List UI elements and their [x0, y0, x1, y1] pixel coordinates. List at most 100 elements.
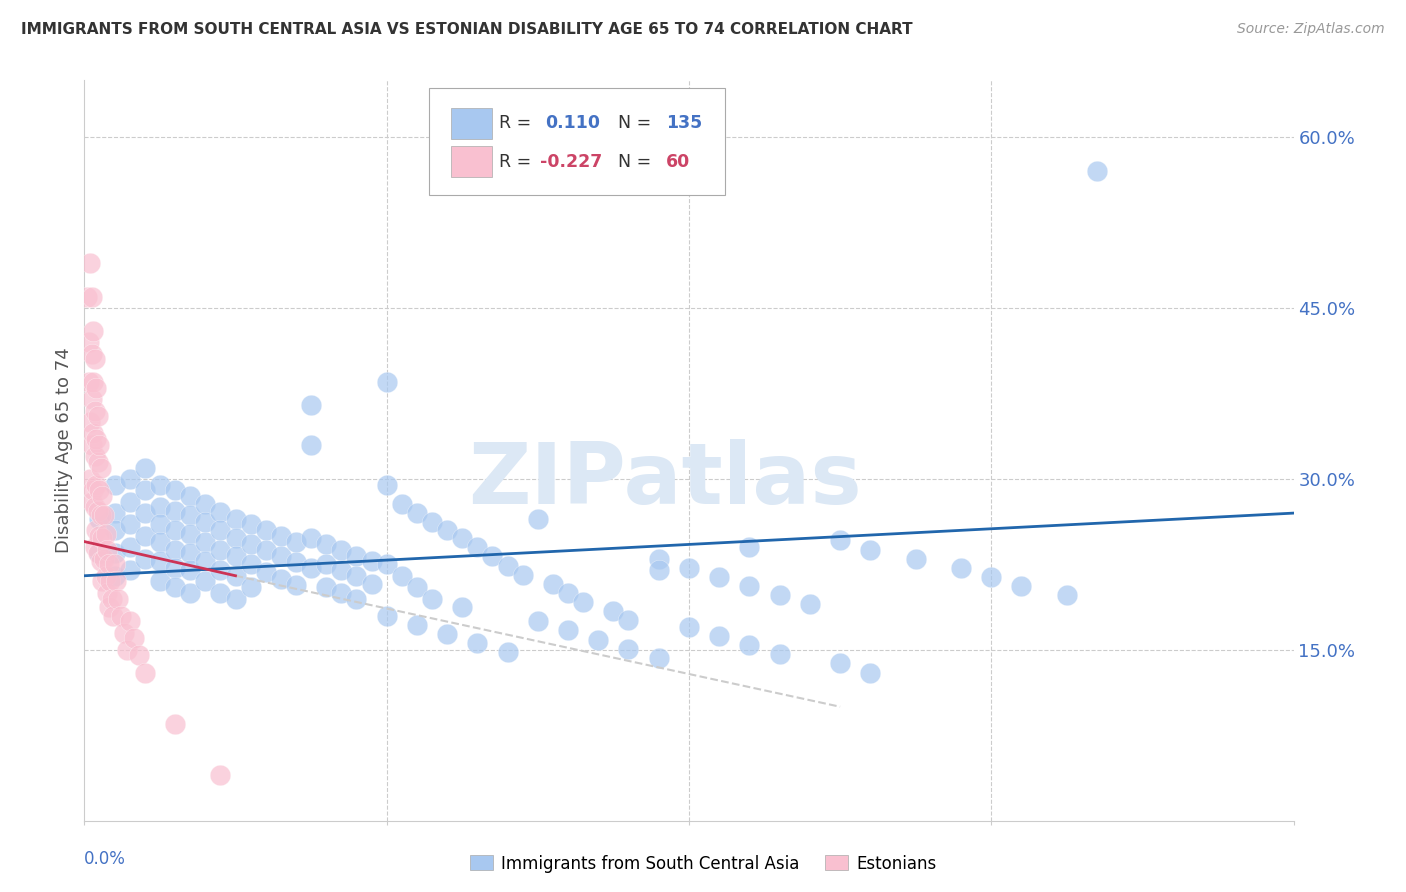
Point	[134, 460, 156, 475]
Point	[91, 574, 114, 589]
Point	[904, 551, 927, 566]
Point	[86, 477, 108, 491]
Point	[80, 494, 103, 508]
Text: 0.0%: 0.0%	[84, 850, 127, 868]
Point	[79, 472, 101, 486]
Point	[512, 567, 534, 582]
Point	[96, 586, 118, 600]
Text: IMMIGRANTS FROM SOUTH CENTRAL ASIA VS ESTONIAN DISABILITY AGE 65 TO 74 CORRELATI: IMMIGRANTS FROM SOUTH CENTRAL ASIA VS ES…	[21, 22, 912, 37]
Point	[270, 549, 292, 564]
Point	[118, 563, 141, 577]
Point	[557, 586, 579, 600]
Point	[420, 515, 443, 529]
Point	[678, 620, 700, 634]
Point	[97, 558, 120, 572]
Point	[134, 483, 156, 498]
Point	[360, 576, 382, 591]
Point	[738, 579, 761, 593]
Point	[527, 512, 550, 526]
Point	[678, 561, 700, 575]
Point	[391, 568, 413, 582]
Text: 0.110: 0.110	[546, 114, 600, 132]
Point	[859, 665, 882, 680]
Point	[406, 617, 429, 632]
Point	[451, 531, 474, 545]
Point	[82, 426, 104, 441]
Point	[541, 576, 564, 591]
Text: 135: 135	[666, 114, 702, 132]
Point	[225, 531, 247, 545]
Point	[617, 641, 640, 656]
Point	[105, 574, 128, 589]
Point	[165, 542, 187, 557]
Point	[254, 523, 277, 537]
Point	[165, 504, 187, 518]
Point	[769, 648, 792, 662]
Point	[315, 580, 337, 594]
Point	[270, 529, 292, 543]
Point	[375, 608, 398, 623]
Point	[830, 657, 852, 671]
Text: R =: R =	[499, 153, 537, 170]
Point	[87, 504, 110, 518]
Point	[239, 537, 262, 551]
Point	[375, 375, 398, 389]
Point	[239, 558, 262, 572]
Point	[285, 555, 308, 569]
Point	[375, 477, 398, 491]
Point	[769, 588, 792, 602]
Point	[149, 534, 172, 549]
Point	[602, 604, 624, 618]
Point	[90, 460, 112, 475]
Point	[80, 438, 103, 452]
Point	[94, 568, 117, 582]
Point	[93, 508, 115, 523]
Point	[86, 432, 108, 446]
Text: -0.227: -0.227	[540, 153, 602, 170]
Point	[93, 551, 115, 566]
Point	[84, 500, 107, 515]
Point	[451, 599, 474, 614]
Point	[104, 523, 127, 537]
Point	[209, 523, 232, 537]
Point	[80, 290, 103, 304]
Point	[557, 624, 579, 638]
Point	[436, 627, 458, 641]
Point	[330, 586, 353, 600]
Point	[436, 523, 458, 537]
Point	[527, 615, 550, 629]
Point	[1056, 588, 1078, 602]
Point	[830, 533, 852, 548]
Text: N =: N =	[617, 153, 657, 170]
Text: ZIPatlas: ZIPatlas	[468, 439, 862, 522]
Point	[82, 324, 104, 338]
Point	[89, 438, 111, 452]
Point	[179, 546, 201, 560]
Point	[1011, 579, 1033, 593]
Legend: Immigrants from South Central Asia, Estonians: Immigrants from South Central Asia, Esto…	[463, 848, 943, 880]
Point	[89, 529, 111, 543]
Point	[118, 472, 141, 486]
FancyBboxPatch shape	[451, 108, 492, 139]
Point	[86, 381, 108, 395]
Point	[122, 632, 145, 646]
Point	[285, 534, 308, 549]
Point	[496, 558, 519, 573]
Point	[89, 546, 111, 560]
Point	[149, 554, 172, 568]
FancyBboxPatch shape	[429, 87, 725, 195]
Point	[859, 542, 882, 557]
Text: 60: 60	[666, 153, 690, 170]
Point	[709, 629, 731, 643]
Point	[86, 523, 108, 537]
Point	[330, 563, 353, 577]
Point	[79, 255, 101, 269]
Point	[79, 415, 101, 429]
Point	[179, 563, 201, 577]
Point	[89, 483, 111, 498]
Point	[209, 586, 232, 600]
Point	[97, 599, 120, 614]
Text: R =: R =	[499, 114, 537, 132]
Point	[346, 591, 368, 606]
Point	[194, 554, 217, 568]
